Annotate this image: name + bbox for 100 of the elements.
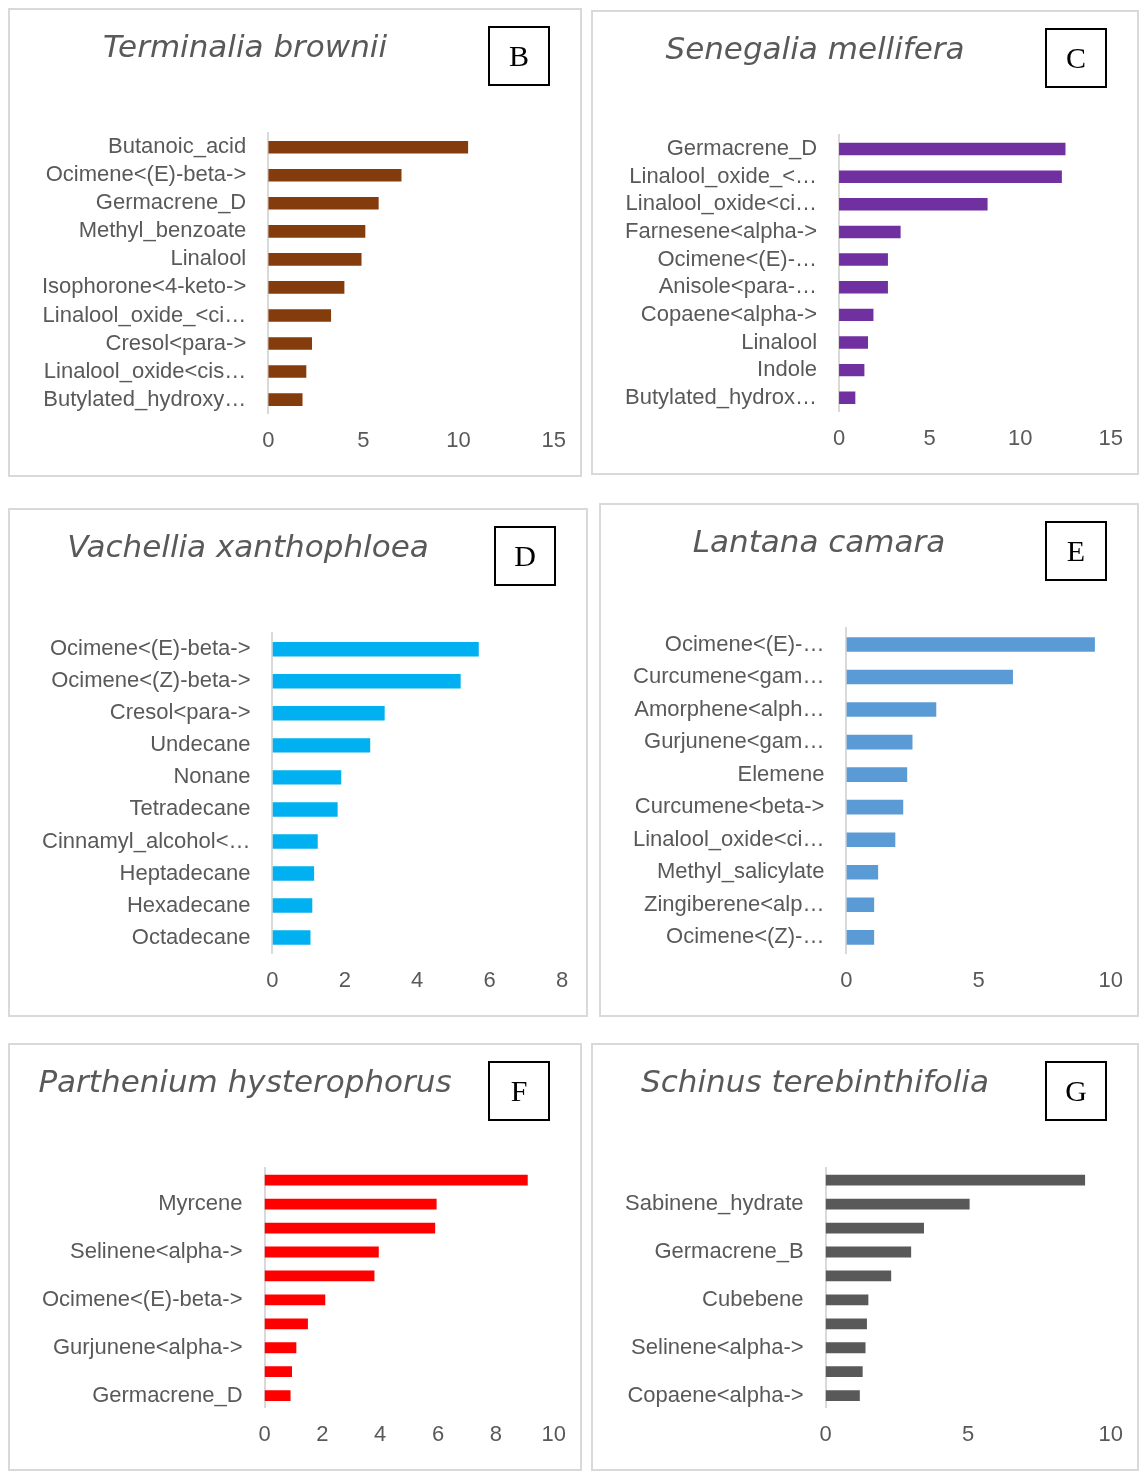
text: E (1045, 521, 1107, 581)
bar (825, 1198, 970, 1210)
bar (825, 1318, 867, 1330)
y-tick-label: Gurjunene<gam… (644, 728, 825, 754)
y-tick-label: Hexadecane (126, 891, 251, 917)
bar (825, 1270, 892, 1282)
bar (268, 196, 379, 210)
bar (846, 702, 937, 717)
x-tick-label: 6 (483, 966, 496, 992)
y-tick-label: Selinene<alpha-> (70, 1238, 243, 1264)
y-tick-label: Selinene<alpha-> (631, 1333, 804, 1359)
bar (264, 1246, 379, 1258)
y-tick-label: Curcumene<gam… (633, 663, 825, 689)
bar (264, 1270, 375, 1282)
bar (268, 309, 332, 322)
y-tick-label: Linalool (741, 328, 818, 354)
chart-title: Vachellia xanthophloea (66, 528, 430, 564)
x-tick-label: 10 (1098, 966, 1124, 992)
bar (272, 706, 385, 721)
x-tick-label: 15 (1098, 424, 1124, 450)
y-tick-label: Undecane (150, 731, 251, 757)
bar (264, 1342, 297, 1354)
y-tick-label: Curcumene<beta-> (634, 793, 825, 819)
x-tick-label: 5 (962, 1420, 975, 1446)
bar (846, 734, 913, 750)
bar (846, 767, 908, 782)
bar (839, 336, 869, 349)
y-tick-label: Linalool_oxide_<… (629, 162, 818, 188)
bar (825, 1294, 869, 1306)
bar (846, 897, 875, 913)
text: C (1045, 28, 1107, 88)
y-tick-label: Cubebene (702, 1285, 804, 1311)
bar (272, 802, 338, 817)
y-tick-label: Methyl_salicylate (656, 858, 825, 884)
bar (825, 1222, 924, 1234)
bar (839, 253, 888, 266)
y-tick-label: Cinnamyl_alcohol<… (42, 827, 251, 853)
bar (264, 1198, 437, 1210)
bar (839, 308, 874, 322)
bar (268, 253, 362, 266)
x-tick-label: 4 (374, 1420, 387, 1446)
x-tick-label: 10 (1098, 1420, 1124, 1446)
y-tick-label: Butanoic_acid (108, 133, 247, 159)
y-tick-label: Zingiberene<alp… (644, 890, 825, 916)
y-tick-label: Copaene<alpha-> (640, 300, 818, 326)
text: B (488, 26, 550, 86)
y-tick-label: Heptadecane (119, 859, 251, 885)
bar (846, 637, 1095, 652)
bar (839, 198, 988, 211)
x-tick-label: 0 (832, 424, 846, 450)
x-tick-label: 0 (266, 966, 279, 992)
bar (272, 930, 311, 945)
bar (272, 770, 342, 785)
y-tick-label: Myrcene (158, 1190, 243, 1216)
x-tick-label: 4 (411, 966, 424, 992)
bar (272, 866, 315, 881)
bar (846, 864, 879, 880)
y-tick-label: Ocimene<(Z)-beta-> (51, 667, 251, 693)
bar (264, 1294, 326, 1306)
y-tick-label: Ocimene<(E)-… (657, 245, 818, 271)
y-tick-label: Ocimene<(E)-beta-> (45, 161, 247, 187)
y-tick-label: Linalool_oxide<cis… (43, 357, 247, 383)
bar (272, 642, 479, 657)
x-tick-label: 10 (1007, 424, 1033, 450)
bar (839, 170, 1062, 183)
bar (825, 1366, 863, 1378)
x-tick-label: 10 (446, 426, 471, 452)
text: G (1045, 1061, 1107, 1121)
y-tick-label: Germacrene_B (654, 1238, 804, 1264)
bar (846, 669, 1013, 685)
y-tick-label: Germacrene_D (666, 135, 818, 161)
y-tick-label: Ocimene<(E)-beta-> (49, 635, 251, 661)
bar (272, 834, 318, 849)
bar (272, 738, 371, 753)
y-tick-label: Butylated_hydrox… (625, 383, 818, 409)
bar (846, 832, 896, 848)
bar (268, 337, 313, 350)
y-tick-label: Farnesene<alpha-> (625, 218, 818, 243)
y-tick-label: Anisole<para-… (658, 273, 818, 299)
x-tick-label: 0 (819, 1420, 832, 1446)
bar (839, 281, 888, 294)
bar (264, 1390, 291, 1402)
x-tick-label: 0 (258, 1420, 271, 1446)
y-tick-label: Ocimene<(E)-beta-> (41, 1285, 243, 1311)
y-tick-label: Octadecane (131, 923, 251, 949)
chart-title: Schinus terebinthifolia (640, 1063, 990, 1099)
bar (825, 1174, 1086, 1186)
y-tick-label: Copaene<alpha-> (627, 1381, 804, 1407)
y-tick-label: Germacrene_D (92, 1381, 243, 1407)
bar (268, 168, 402, 182)
x-tick-label: 5 (972, 966, 985, 992)
x-tick-label: 8 (489, 1420, 503, 1446)
y-tick-label: Ocimene<(Z)-… (666, 923, 825, 949)
x-tick-label: 8 (555, 966, 569, 992)
bar (268, 140, 469, 154)
chart-title: Parthenium hysterophorus (37, 1063, 453, 1099)
bar (268, 365, 307, 378)
chart-title: Terminalia brownii (101, 28, 389, 64)
bar (268, 393, 303, 406)
x-tick-label: 15 (541, 426, 567, 452)
